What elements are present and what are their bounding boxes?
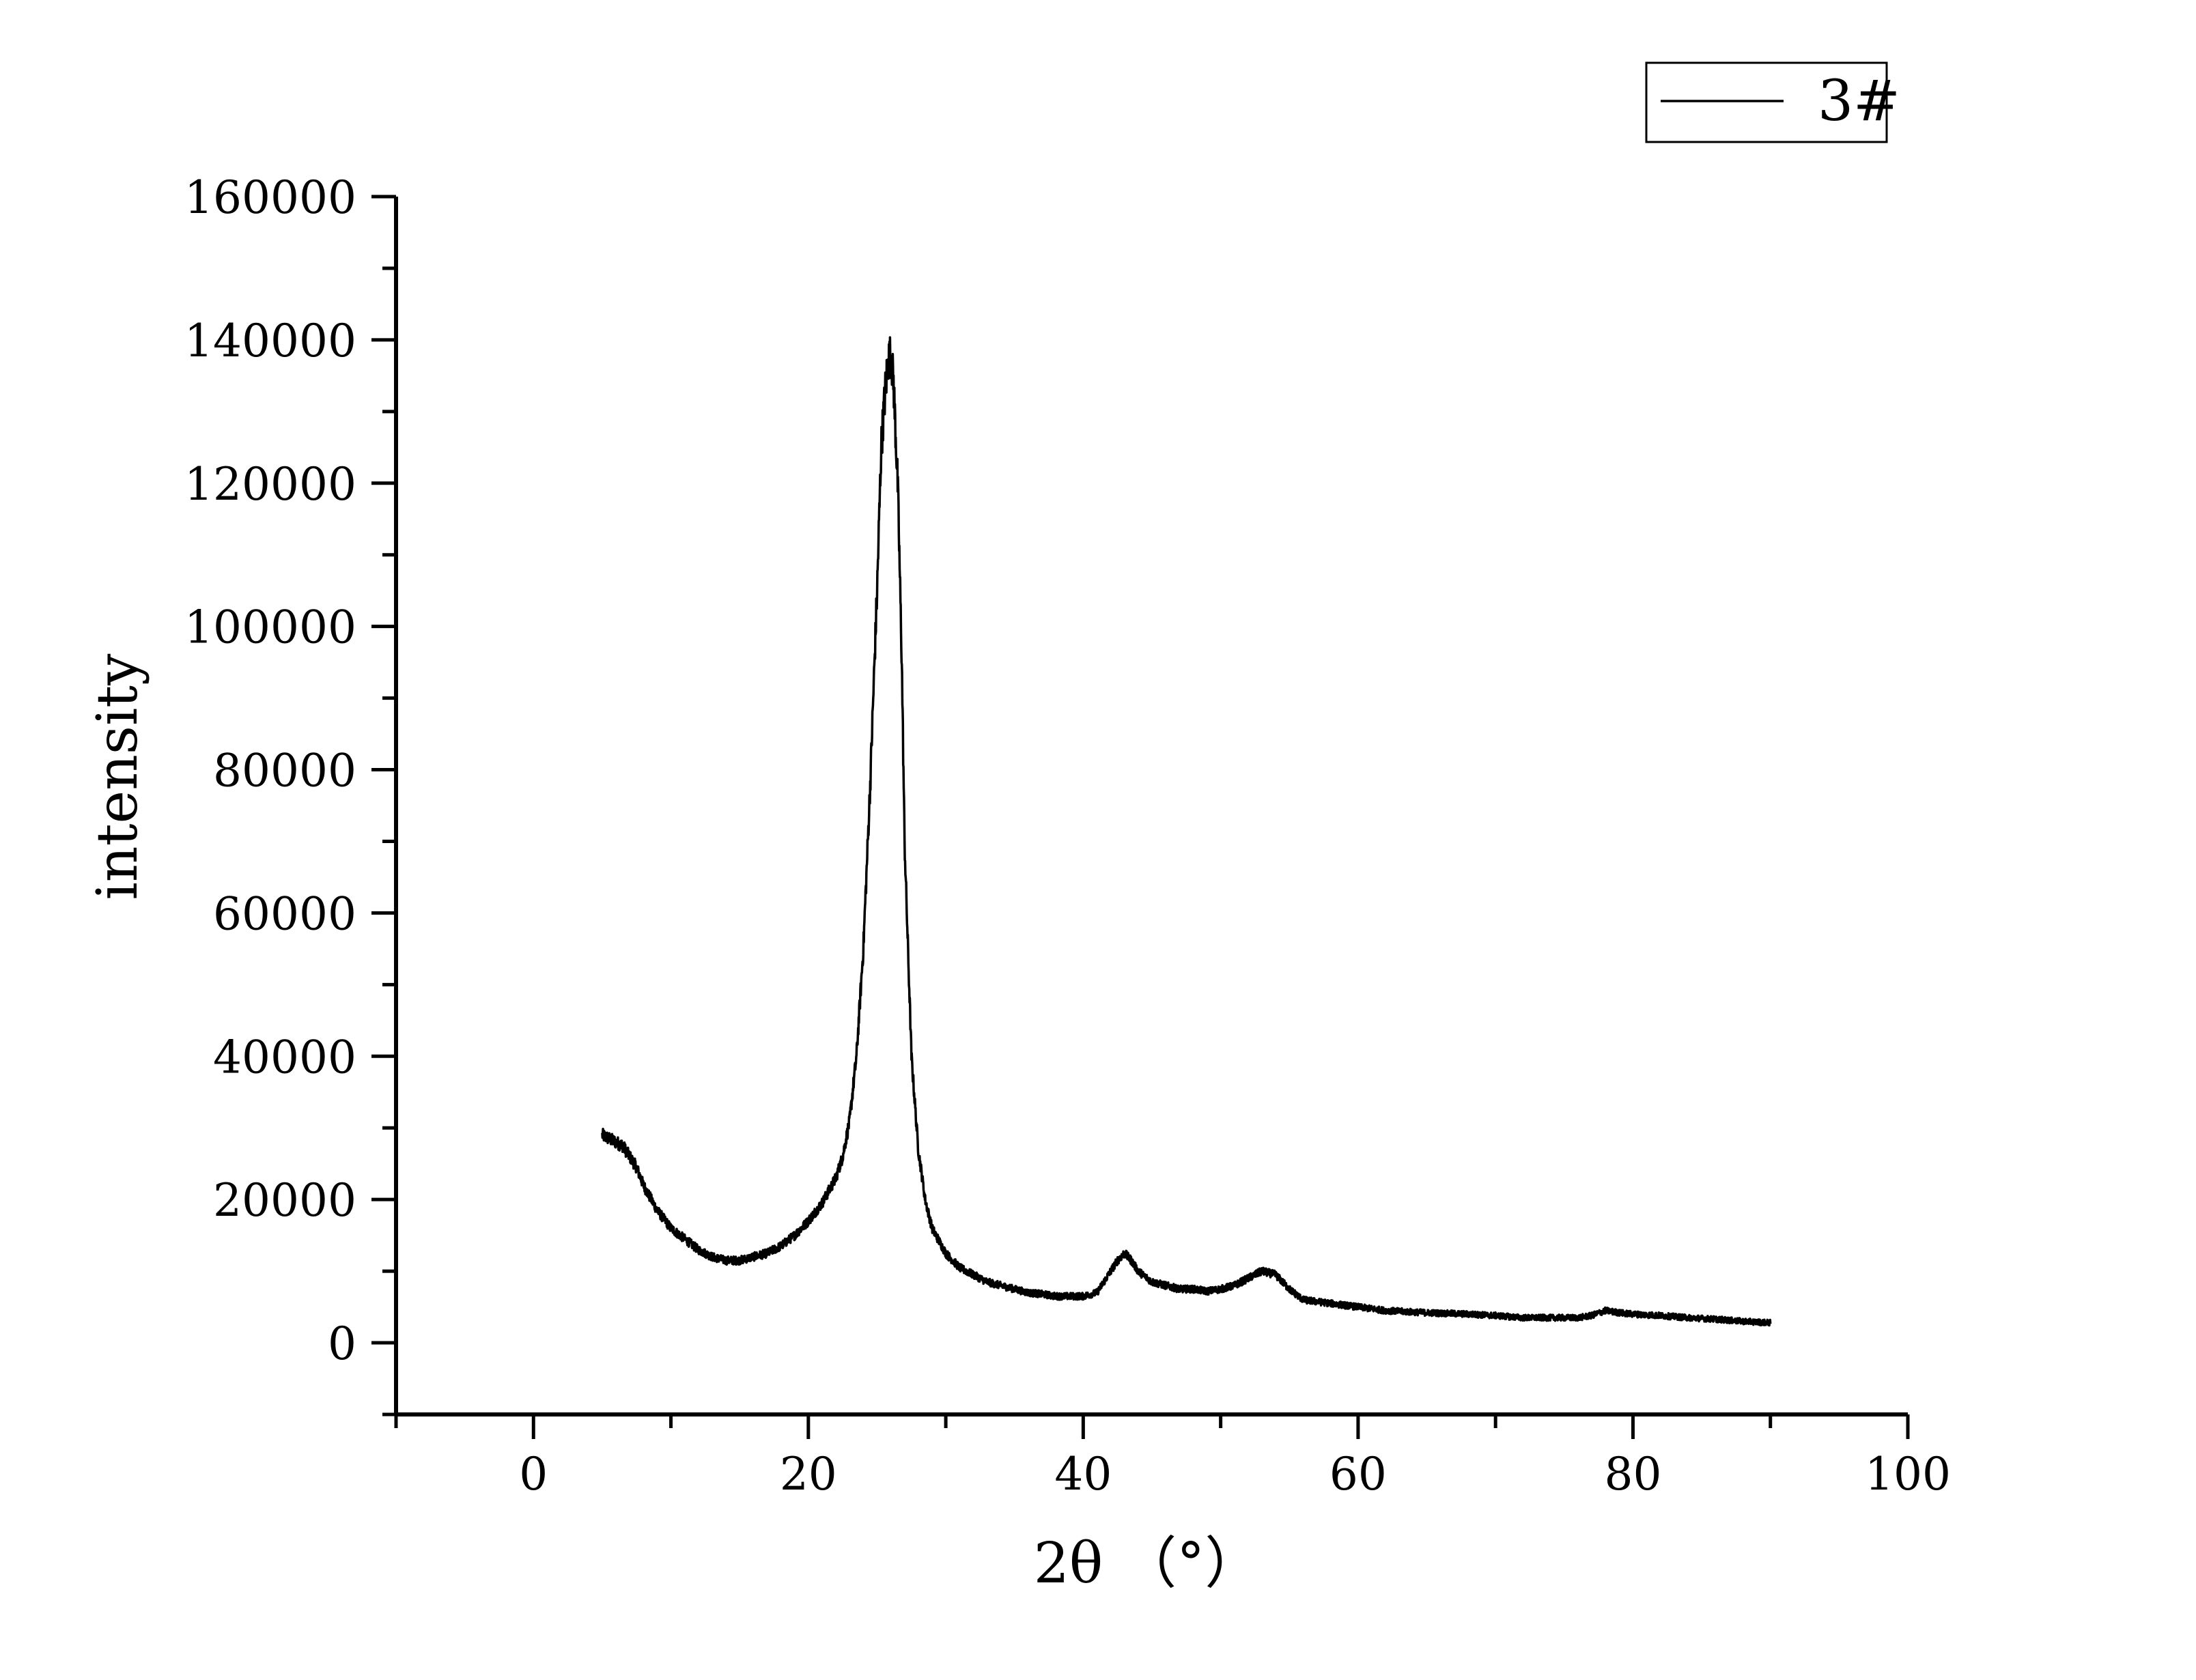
x-tick-label: 40: [1054, 1448, 1112, 1500]
x-tick-label: 0: [519, 1448, 548, 1500]
legend: 3#: [1645, 61, 1900, 143]
x-tick-label: 60: [1329, 1448, 1387, 1500]
y-tick-label: 160000: [184, 171, 356, 224]
y-tick-label: 40000: [213, 1031, 356, 1083]
series-line-3#: [601, 336, 1772, 1327]
x-tick-label: 80: [1604, 1448, 1661, 1500]
y-tick-label: 100000: [184, 601, 356, 654]
y-tick-label: 140000: [184, 315, 356, 367]
y-tick-label: 80000: [213, 745, 356, 797]
y-axis-title: intensity: [85, 653, 150, 900]
x-axis-title: 2θ （°）: [1034, 1531, 1261, 1596]
legend-label: 3#: [1818, 69, 1900, 134]
y-tick-label: 20000: [213, 1174, 356, 1227]
y-tick-label: 60000: [213, 887, 356, 940]
y-ticks: 0 20000 40000 60000 80000 100000 120000 140000 1…: [184, 171, 396, 1416]
y-tick-label: 120000: [184, 458, 356, 511]
y-tick-label: 0: [328, 1318, 356, 1370]
x-tick-label: 20: [780, 1448, 837, 1500]
legend-box: [1645, 61, 1888, 143]
x-ticks: 0 20 40 60 80 100: [394, 1414, 1951, 1500]
x-tick-label: 100: [1865, 1448, 1951, 1500]
